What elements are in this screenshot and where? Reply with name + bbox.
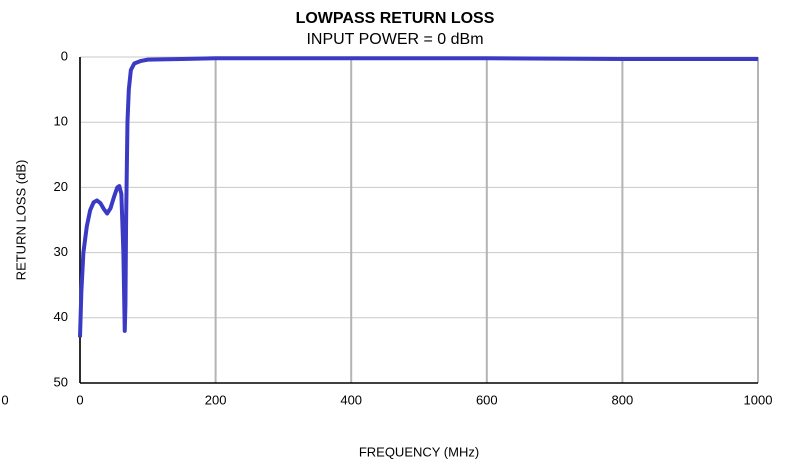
x-tick-label: 0 [76,392,83,407]
data-line [78,56,758,338]
x-tick-label: 1000 [744,392,773,407]
x-axis-label: FREQUENCY (MHz) [359,444,479,459]
x-tick-label: 600 [476,392,498,407]
y-tick-label: 0 [61,48,68,63]
x-tick-label: 400 [340,392,362,407]
y-tick-label: 30 [54,244,68,259]
y-tick-label: 20 [54,179,68,194]
y-axis-label: RETURN LOSS (dB) [13,160,28,281]
chart-title: LOWPASS RETURN LOSS [296,10,495,27]
y-tick-label: 10 [54,114,68,129]
chart-subtitle: INPUT POWER = 0 dBm [306,31,483,48]
y-tick-label: 40 [54,309,68,324]
x-tick-label: 200 [205,392,227,407]
annotation: 0 [1,392,8,407]
x-tick-label: 800 [612,392,634,407]
y-tick-label: 50 [54,374,68,389]
